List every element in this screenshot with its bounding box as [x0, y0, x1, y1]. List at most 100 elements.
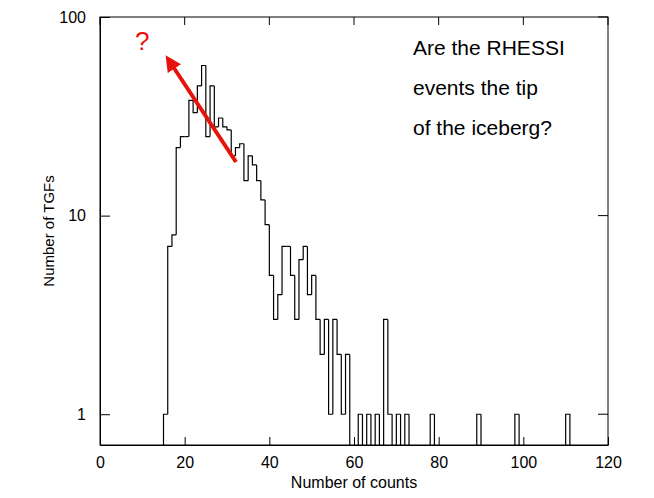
histogram-bin: [295, 275, 299, 319]
histogram-bin: [231, 130, 235, 156]
histogram-bin: [379, 414, 383, 445]
histogram-bin: [320, 319, 324, 354]
plot-frame: [100, 17, 608, 445]
histogram-bin: [392, 414, 396, 445]
x-tick-label: 0: [96, 454, 105, 471]
x-tick-mark-top: [438, 17, 439, 25]
y-tick-mark-right: [598, 17, 608, 18]
x-tick-mark-top: [269, 17, 270, 25]
y-tick-mark-right: [598, 215, 608, 216]
histogram-bin: [189, 100, 193, 136]
x-axis-line: [101, 445, 609, 446]
x-tick-mark: [439, 437, 440, 445]
x-tick: 20: [176, 437, 194, 471]
histogram-bin: [282, 246, 286, 294]
histogram-bin: [172, 235, 176, 247]
x-tick: 40: [261, 437, 279, 471]
x-tick-mark-top: [184, 17, 185, 25]
histogram-bin: [164, 414, 168, 445]
annotation: Are the RHESSI: [413, 36, 565, 59]
histogram-bin: [176, 148, 180, 235]
y-tick: 10: [68, 207, 110, 224]
y-axis-line: [100, 18, 101, 446]
histogram-bin: [519, 414, 523, 445]
histogram-bin: [430, 414, 434, 445]
histogram-bin: [481, 414, 485, 445]
histogram-bin: [367, 414, 371, 445]
x-tick-mark-top: [354, 17, 355, 25]
histogram-bin: [566, 414, 570, 445]
histogram-bin: [341, 354, 345, 414]
histogram-bin: [405, 414, 409, 445]
histogram-bin: [244, 144, 248, 181]
histogram-bin: [278, 295, 282, 320]
histogram-bin: [235, 148, 239, 156]
x-tick-label: 100: [510, 454, 537, 471]
x-tick-label: 80: [430, 454, 448, 471]
histogram-bin: [202, 65, 206, 85]
y-tick: 100: [59, 9, 110, 26]
histogram-bin: [269, 225, 273, 276]
histogram-bin: [346, 354, 350, 414]
histogram-bin: [219, 118, 223, 127]
y-tick-mark: [100, 216, 110, 217]
histogram-bin: [358, 414, 362, 445]
histogram-bin: [257, 165, 261, 181]
x-tick-label: 40: [261, 454, 279, 471]
histogram-bin: [396, 414, 400, 445]
histogram-bin: [214, 86, 218, 127]
histogram-bin: [291, 246, 295, 275]
x-axis-title: Number of counts: [291, 474, 417, 491]
histogram-bin: [375, 414, 379, 445]
plot: 020406080100120110100: [59, 9, 622, 472]
y-tick-mark: [100, 414, 110, 415]
histogram: [164, 65, 570, 445]
histogram-bin: [388, 319, 392, 414]
histogram-bin: [265, 200, 269, 225]
histogram-bin: [477, 414, 481, 445]
histogram-bin: [248, 156, 252, 181]
histogram-bin: [303, 246, 307, 259]
histogram-bin: [337, 319, 341, 354]
histogram-bin: [180, 137, 184, 148]
histogram-bin: [401, 414, 405, 445]
histogram-bin: [240, 144, 244, 148]
x-tick-mark-top: [100, 17, 101, 25]
histogram-bin: [350, 354, 354, 445]
x-tick-mark: [608, 437, 609, 445]
histogram-bin: [185, 136, 189, 137]
y-axis-title: Number of TGFs: [40, 175, 57, 286]
x-tick-label: 20: [176, 454, 194, 471]
x-tick-mark: [523, 437, 524, 445]
x-tick-label: 60: [346, 454, 364, 471]
y-tick-label: 100: [59, 9, 86, 26]
histogram-bin: [409, 414, 413, 445]
arrow: [170, 62, 236, 162]
histogram-bin: [286, 246, 290, 247]
y-tick: 1: [77, 406, 110, 423]
histogram-bin: [312, 275, 316, 294]
y-axis: 1 10 100: [59, 9, 110, 446]
histogram-bin: [371, 414, 375, 445]
y-tick-mark-right: [598, 414, 608, 415]
histogram-bin: [316, 275, 320, 319]
histogram-bin: [333, 319, 337, 414]
x-tick-label: 120: [595, 454, 622, 471]
annotation: events the tip: [413, 76, 538, 99]
histogram-bin: [299, 260, 303, 320]
histogram-bin: [434, 414, 438, 445]
y-tick-label: 10: [68, 207, 86, 224]
histogram-bin: [362, 414, 366, 445]
histogram-bin: [168, 246, 172, 414]
x-tick-mark: [269, 437, 270, 445]
x-tick: 120: [595, 437, 622, 471]
histogram-bin: [252, 156, 256, 165]
question-mark: ?: [135, 26, 149, 56]
y-tick-label: 1: [77, 406, 86, 423]
histogram-bin: [324, 319, 328, 354]
annotation: of the iceberg?: [413, 116, 552, 139]
histogram-bin: [206, 65, 210, 136]
x-tick: 80: [430, 437, 448, 471]
x-tick: 60: [346, 437, 364, 471]
histogram-bin: [223, 118, 227, 127]
